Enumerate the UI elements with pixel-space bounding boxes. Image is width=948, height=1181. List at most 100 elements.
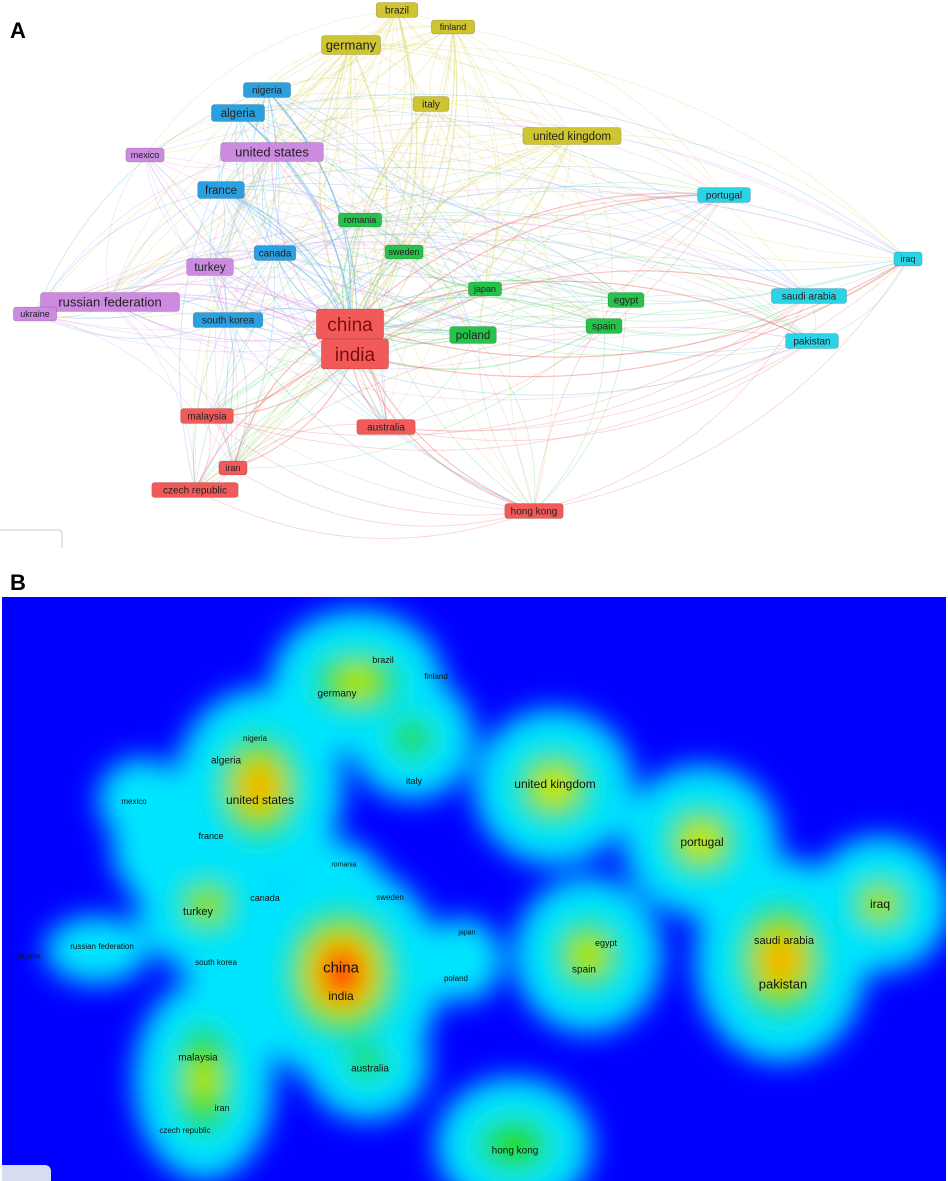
network-link <box>385 258 909 432</box>
node-finland[interactable]: finland <box>431 19 475 35</box>
node-spain[interactable]: spain <box>585 318 623 334</box>
density-labels: brazil finland germany nigeria algeria italy u… <box>18 655 890 1156</box>
network-link <box>220 9 398 191</box>
node-united_kingdom[interactable]: united kingdom <box>522 127 622 145</box>
network-link <box>209 26 454 268</box>
network-link <box>396 9 432 105</box>
node-iraq[interactable]: iraq <box>893 251 923 267</box>
network-link <box>34 194 725 343</box>
node-box <box>180 408 234 424</box>
network-link <box>232 44 358 469</box>
node-germany[interactable]: germany <box>321 35 381 55</box>
density-halo-extra <box>422 918 502 1002</box>
network-link <box>350 44 605 327</box>
network-link <box>324 44 387 428</box>
network-link <box>430 103 810 297</box>
network-link <box>271 149 813 342</box>
network-link <box>359 219 474 336</box>
node-pakistan[interactable]: pakistan <box>785 333 839 349</box>
network-link <box>220 167 810 297</box>
network-link <box>206 315 605 417</box>
node-india[interactable]: india <box>321 338 389 370</box>
network-link <box>359 219 486 290</box>
panel-a-label: A <box>10 18 26 43</box>
network-link <box>484 256 810 297</box>
network-link <box>227 44 352 321</box>
node-box <box>785 333 839 349</box>
network-link <box>271 151 486 290</box>
node-label: portugal <box>706 191 742 202</box>
node-box <box>13 306 57 322</box>
network-link <box>193 252 276 491</box>
network-link <box>144 154 605 328</box>
network-link <box>232 299 627 469</box>
network-link <box>109 9 398 303</box>
node-australia[interactable]: australia <box>356 419 416 435</box>
network-link <box>144 92 432 156</box>
node-brazil[interactable]: brazil <box>375 2 419 18</box>
node-ukraine[interactable]: ukraine <box>13 306 57 322</box>
network-link <box>266 89 627 301</box>
node-algeria[interactable]: algeria <box>211 104 265 122</box>
node-box <box>197 181 245 199</box>
node-mexico[interactable]: mexico <box>125 147 165 163</box>
node-hong_kong[interactable]: hong kong <box>504 503 564 519</box>
network-link <box>403 182 725 253</box>
panel-b-corner-widget <box>2 1165 51 1181</box>
density-label-poland: poland <box>444 974 468 983</box>
node-poland[interactable]: poland <box>449 326 497 344</box>
node-china[interactable]: china <box>316 308 384 340</box>
node-egypt[interactable]: egypt <box>607 292 645 308</box>
network-link <box>350 44 725 196</box>
network-link <box>359 219 605 327</box>
network-link <box>144 154 474 336</box>
network-link <box>209 189 229 321</box>
node-nigeria[interactable]: nigeria <box>243 82 291 98</box>
node-turkey[interactable]: turkey <box>186 258 234 276</box>
network-link <box>34 135 573 318</box>
network-link <box>209 214 810 297</box>
node-iran[interactable]: iran <box>218 460 248 476</box>
node-portugal[interactable]: portugal <box>697 187 751 203</box>
node-romania[interactable]: romania <box>338 212 382 228</box>
node-france[interactable]: france <box>197 181 245 199</box>
network-link <box>350 43 909 260</box>
network-link <box>34 288 486 353</box>
node-box <box>220 142 324 162</box>
node-czech_republic[interactable]: czech republic <box>151 482 239 498</box>
network-link <box>225 252 276 469</box>
node-malaysia[interactable]: malaysia <box>180 408 234 424</box>
network-link <box>274 252 486 299</box>
network-link <box>385 194 725 428</box>
network-link <box>209 266 486 310</box>
network-link <box>354 353 535 512</box>
node-italy[interactable]: italy <box>412 96 450 112</box>
node-box <box>40 292 180 312</box>
node-label: mexico <box>131 150 160 160</box>
network-link <box>220 189 387 428</box>
node-russian_federation[interactable]: russian federation <box>40 292 180 312</box>
network-link <box>359 166 725 221</box>
density-mid-italy <box>390 716 434 760</box>
network-link <box>194 299 627 491</box>
node-south_korea[interactable]: south korea <box>192 312 264 328</box>
network-link <box>109 250 276 303</box>
density-label-iran: iran <box>214 1103 229 1113</box>
node-label: italy <box>422 100 440 111</box>
node-label: united states <box>235 145 309 160</box>
node-canada[interactable]: canada <box>253 245 297 261</box>
node-sweden[interactable]: sweden <box>384 244 424 260</box>
node-label: russian federation <box>58 295 161 310</box>
network-link <box>220 189 909 305</box>
node-united_states[interactable]: united states <box>220 142 324 162</box>
network-link <box>109 44 352 303</box>
network-nodes: brazil finland germany italy united kingdom n… <box>13 2 923 519</box>
network-link <box>354 270 810 355</box>
node-box <box>697 187 751 203</box>
node-saudi_arabia[interactable]: saudi arabia <box>771 288 847 304</box>
network-link <box>359 216 627 301</box>
network-link <box>271 151 474 336</box>
node-japan[interactable]: japan <box>468 281 502 297</box>
network-link <box>144 154 229 321</box>
network-link <box>430 103 488 290</box>
